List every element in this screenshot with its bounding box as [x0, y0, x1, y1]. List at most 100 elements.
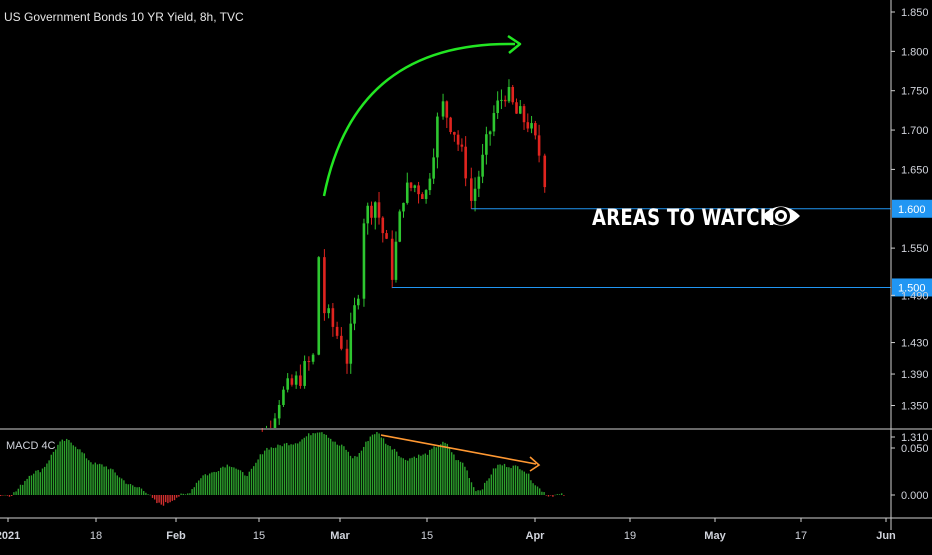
macd-bar — [8, 495, 11, 497]
macd-bar — [134, 486, 136, 495]
x-tick-label: 15 — [253, 530, 265, 542]
macd-bar — [129, 483, 132, 495]
macd-bar — [321, 432, 323, 495]
macd-bar — [369, 436, 371, 495]
candle-body — [335, 326, 339, 336]
macd-bar — [312, 433, 314, 495]
candle-body — [373, 202, 377, 218]
macd-bar — [226, 464, 228, 495]
macd-bar — [292, 444, 294, 495]
candle-body — [394, 241, 398, 280]
macd-bar — [2, 495, 4, 496]
macd-bar — [501, 465, 503, 495]
macd-bar — [563, 495, 565, 496]
macd-bar — [464, 466, 466, 495]
macd-bar — [391, 449, 393, 495]
candle-body — [436, 116, 439, 158]
green-arc-arrow — [322, 42, 516, 197]
macd-bar — [389, 446, 391, 495]
macd-bar — [451, 452, 453, 495]
green-arrow-head — [507, 34, 522, 54]
macd-bar — [420, 455, 422, 495]
candle-body — [543, 155, 547, 188]
macd-bar — [400, 457, 402, 495]
macd-bar — [171, 495, 173, 501]
y-tick-label: 1.750 — [901, 86, 929, 98]
macd-bar — [39, 472, 41, 495]
candle-body — [537, 135, 541, 156]
y-tick-label: 1.650 — [901, 164, 929, 176]
macd-bar — [354, 456, 356, 495]
macd-bar — [413, 456, 415, 495]
macd-bar — [277, 444, 279, 495]
macd-bar — [286, 442, 288, 495]
candle-body — [518, 106, 522, 114]
macd-bar — [169, 495, 171, 503]
macd-bar — [457, 460, 459, 495]
macd-bar — [200, 478, 202, 495]
macd-bar — [356, 456, 358, 495]
macd-bar — [68, 440, 70, 495]
macd-bar — [50, 454, 52, 495]
chart-title: US Government Bonds 10 YR Yield, 8h, TVC — [4, 10, 244, 24]
macd-bar — [268, 449, 270, 495]
macd-bar — [385, 443, 387, 495]
macd-bar — [477, 490, 479, 495]
macd-bar — [136, 487, 138, 495]
macd-bar — [481, 489, 484, 495]
macd-bar — [442, 441, 444, 495]
macd-bar — [341, 444, 343, 495]
y-tick-label: 1.800 — [901, 46, 929, 58]
macd-bar — [380, 437, 382, 495]
macd-bar — [303, 437, 305, 495]
candle-body — [331, 308, 335, 327]
macd-bar — [94, 462, 96, 495]
macd-bar — [182, 493, 184, 495]
macd-bar — [319, 432, 321, 495]
candle-body — [503, 99, 507, 102]
orange-arrow-head — [529, 456, 541, 472]
macd-bar — [204, 474, 206, 495]
candle-body — [511, 86, 515, 103]
macd-bar — [325, 434, 327, 495]
candle-body — [522, 106, 526, 123]
candle-body — [530, 123, 533, 129]
macd-bar — [187, 493, 189, 495]
candle-body — [317, 257, 321, 355]
y-tick-label: 1.390 — [901, 369, 929, 381]
macd-bar — [440, 444, 442, 495]
macd-bar — [193, 487, 195, 495]
candle-body — [323, 257, 326, 314]
macd-bar — [202, 475, 204, 495]
macd-bar — [261, 454, 264, 495]
candle-body — [390, 238, 394, 280]
macd-bar — [347, 451, 349, 495]
macd-bar — [66, 438, 68, 495]
macd-bar — [224, 467, 226, 495]
macd-bar — [125, 483, 127, 495]
macd-layer — [0, 432, 565, 506]
macd-bar — [541, 491, 543, 495]
macd-bar — [415, 457, 418, 495]
candle-body — [303, 361, 306, 386]
candle-body — [481, 154, 484, 177]
candle-body — [311, 354, 315, 362]
level-badge — [892, 199, 932, 218]
macd-bar — [15, 491, 17, 495]
macd-bar — [294, 443, 297, 495]
candle-body — [496, 100, 499, 114]
macd-bar — [165, 495, 167, 503]
axes-layer: 1.850 1.800 1.750 1.700 1.650 1.550 1.490 1.430… — [0, 0, 932, 542]
macd-bar — [59, 441, 61, 495]
x-tick-label: 15 — [421, 530, 433, 542]
macd-bar — [255, 462, 257, 495]
macd-bar — [253, 466, 255, 495]
macd-bar — [523, 471, 525, 495]
macd-bar — [44, 466, 46, 495]
x-tick-label: May — [704, 530, 726, 542]
candle-body — [492, 113, 496, 132]
macd-bar — [26, 478, 28, 495]
candle-body — [507, 86, 511, 102]
macd-bar — [242, 472, 244, 495]
